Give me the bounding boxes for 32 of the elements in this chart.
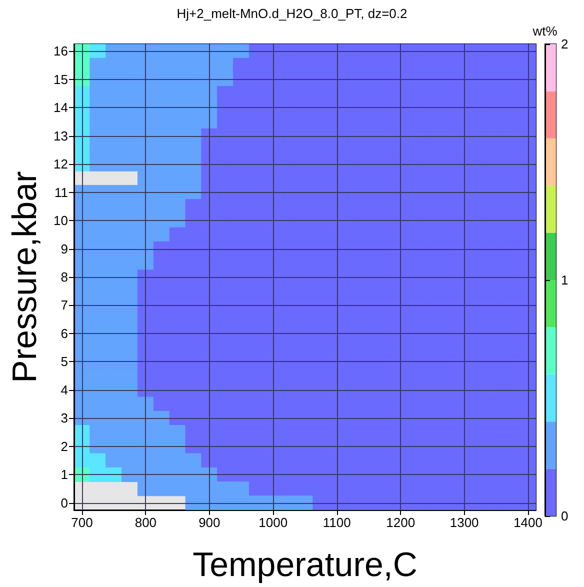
y-tick-label: 11 [54,184,68,200]
y-tick-label: 15 [54,72,68,87]
y-axis-title: Pressure,kbar [6,171,44,383]
x-tick-label: 700 [71,515,93,530]
y-tick-label: 3 [60,410,68,426]
y-tick-label: 0 [60,495,68,510]
y-tick-label: 13 [54,128,68,144]
y-tick-label: 9 [60,241,68,256]
y-tick-label: 7 [60,298,68,313]
x-tick-label: 900 [198,515,220,530]
x-tick-label: 1000 [258,515,288,530]
y-tick-label: 10 [54,213,68,228]
y-tick-label: 4 [60,382,68,398]
chart-title: Hj+2_melt-MnO.d_H2O_8.0_PT, dz=0.2 [176,6,408,21]
y-tick-label: 5 [60,354,68,370]
x-tick-label: 1400 [514,515,542,530]
y-tick-label: 14 [54,100,68,116]
x-axis-title: Temperature,C [192,546,418,584]
y-tick-label: 12 [54,156,68,172]
y-tick-label: 1 [60,467,68,482]
x-tick-label: 1300 [450,515,479,530]
x-tick-label: 1200 [386,515,416,530]
x-tick-label: 800 [134,515,157,530]
y-tick-label: 2 [60,438,68,454]
color-bar-label: 0 [561,508,568,524]
color-bar-title: wt% [532,24,558,39]
x-tick-label: 1100 [322,515,351,530]
y-tick-label: 8 [60,270,68,284]
y-tick-label: 6 [60,326,68,341]
color-bar-label: 2 [561,36,568,52]
y-tick-label: 16 [54,44,68,59]
color-bar-label: 1 [561,272,568,288]
